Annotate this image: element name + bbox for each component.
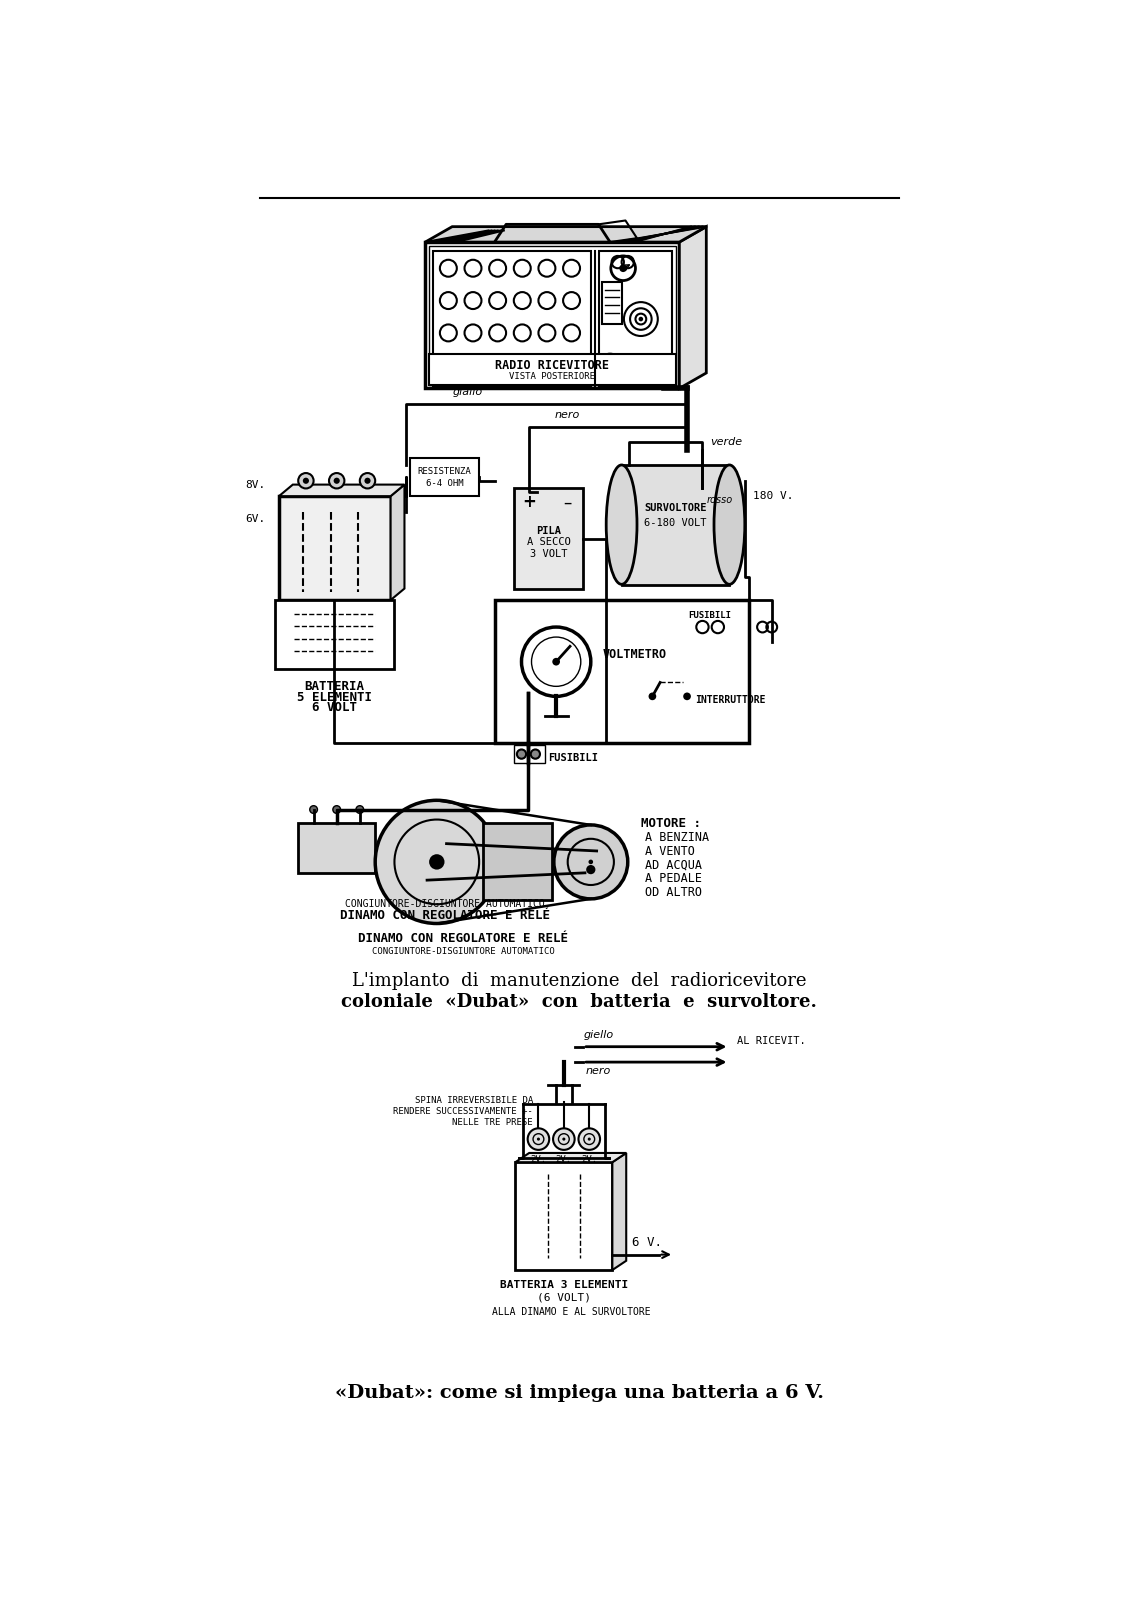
Text: CONGIUNTORE-DISGIUNTORE AUTOMATICO: CONGIUNTORE-DISGIUNTORE AUTOMATICO bbox=[345, 899, 544, 909]
Text: CONGIUNTORE-DISGIUNTORE AUTOMATICO: CONGIUNTORE-DISGIUNTORE AUTOMATICO bbox=[372, 947, 554, 955]
Text: nero: nero bbox=[586, 1066, 611, 1077]
Text: 2V.: 2V. bbox=[555, 1155, 572, 1163]
Circle shape bbox=[310, 806, 318, 813]
Text: RENDERE SUCCESSIVAMENTE +-: RENDERE SUCCESSIVAMENTE +- bbox=[394, 1107, 533, 1115]
Text: NELLE TRE PRESE: NELLE TRE PRESE bbox=[452, 1118, 533, 1126]
Polygon shape bbox=[429, 354, 675, 384]
Circle shape bbox=[364, 478, 371, 483]
Circle shape bbox=[554, 826, 628, 899]
Text: ALLA DINAMO E AL SURVOLTORE: ALLA DINAMO E AL SURVOLTORE bbox=[492, 1307, 650, 1317]
Circle shape bbox=[517, 749, 526, 758]
Circle shape bbox=[360, 474, 375, 488]
Polygon shape bbox=[483, 824, 552, 901]
Text: rosso: rosso bbox=[706, 494, 733, 506]
Circle shape bbox=[303, 478, 309, 483]
Text: BATTERIA 3 ELEMENTI: BATTERIA 3 ELEMENTI bbox=[500, 1280, 628, 1290]
Circle shape bbox=[530, 749, 539, 758]
Polygon shape bbox=[425, 227, 706, 242]
Polygon shape bbox=[516, 1162, 612, 1270]
Text: A BENZINA: A BENZINA bbox=[645, 830, 709, 843]
Text: AL RICEVIT.: AL RICEVIT. bbox=[737, 1035, 806, 1045]
Text: +: + bbox=[523, 493, 536, 512]
Circle shape bbox=[356, 806, 364, 813]
Circle shape bbox=[552, 658, 560, 666]
Circle shape bbox=[375, 800, 499, 923]
Polygon shape bbox=[279, 496, 390, 600]
Text: DINAMO CON REGOLATORE E RELÉ: DINAMO CON REGOLATORE E RELÉ bbox=[339, 909, 550, 922]
Circle shape bbox=[537, 1138, 539, 1141]
Text: FUSIBILI: FUSIBILI bbox=[689, 611, 732, 619]
Polygon shape bbox=[680, 227, 706, 389]
Circle shape bbox=[334, 478, 339, 483]
Polygon shape bbox=[299, 824, 375, 874]
Text: giallo: giallo bbox=[452, 387, 483, 397]
Text: A PEDALE: A PEDALE bbox=[645, 872, 701, 885]
Circle shape bbox=[429, 854, 444, 870]
Text: BATTERIA: BATTERIA bbox=[304, 680, 364, 693]
Circle shape bbox=[299, 474, 313, 488]
Circle shape bbox=[521, 627, 590, 696]
Circle shape bbox=[586, 866, 595, 874]
Text: 6 VOLT: 6 VOLT bbox=[312, 701, 357, 714]
Text: RADIO RICEVITORE: RADIO RICEVITORE bbox=[495, 358, 610, 371]
Text: «Dubat»: come si impiega una batteria a 6 V.: «Dubat»: come si impiega una batteria a … bbox=[335, 1384, 823, 1402]
Text: PILA: PILA bbox=[536, 526, 561, 536]
Polygon shape bbox=[516, 1154, 627, 1162]
Text: MOTORE :: MOTORE : bbox=[641, 818, 701, 830]
Text: A SECCO: A SECCO bbox=[527, 538, 570, 547]
Text: (6 VOLT): (6 VOLT) bbox=[537, 1293, 590, 1302]
Polygon shape bbox=[513, 488, 584, 589]
Text: 2V.: 2V. bbox=[530, 1155, 546, 1163]
Polygon shape bbox=[279, 485, 405, 496]
Text: 6-4 OHM: 6-4 OHM bbox=[425, 478, 464, 488]
Text: –: – bbox=[563, 493, 572, 512]
Text: FUSIBILI: FUSIBILI bbox=[549, 754, 598, 763]
Text: 6-180 VOLT: 6-180 VOLT bbox=[645, 518, 707, 528]
Text: 5 ELEMENTI: 5 ELEMENTI bbox=[297, 691, 372, 704]
Circle shape bbox=[333, 806, 340, 813]
Polygon shape bbox=[275, 600, 395, 669]
Text: 180 V.: 180 V. bbox=[752, 491, 793, 501]
Text: SPINA IRREVERSIBILE DA: SPINA IRREVERSIBILE DA bbox=[415, 1096, 533, 1106]
Circle shape bbox=[683, 693, 691, 701]
Circle shape bbox=[648, 693, 656, 701]
Circle shape bbox=[329, 474, 345, 488]
Circle shape bbox=[528, 1128, 550, 1150]
Text: 3 VOLT: 3 VOLT bbox=[529, 549, 568, 558]
Text: 2V.: 2V. bbox=[581, 1155, 597, 1163]
Text: coloniale  «Dubat»  con  batteria  e  survoltore.: coloniale «Dubat» con batteria e survolt… bbox=[342, 994, 818, 1011]
Text: INTERRUTTORE: INTERRUTTORE bbox=[694, 694, 766, 706]
Text: VOLTMETRO: VOLTMETRO bbox=[603, 648, 666, 661]
Text: OD ALTRO: OD ALTRO bbox=[645, 886, 701, 899]
Ellipse shape bbox=[714, 466, 745, 584]
Circle shape bbox=[553, 1128, 575, 1150]
Polygon shape bbox=[612, 1154, 627, 1270]
Text: giello: giello bbox=[584, 1030, 613, 1040]
Text: VISTA POSTERIORE: VISTA POSTERIORE bbox=[509, 373, 595, 381]
Text: DINAMO CON REGOLATORE E RELÉ: DINAMO CON REGOLATORE E RELÉ bbox=[359, 933, 568, 946]
Text: 6V.: 6V. bbox=[244, 514, 265, 525]
Text: L'implanto  di  manutenzione  del  radioricevitore: L'implanto di manutenzione del radiorice… bbox=[352, 973, 806, 990]
Text: 6 V.: 6 V. bbox=[632, 1235, 662, 1248]
Text: A VENTO: A VENTO bbox=[645, 845, 694, 858]
Text: RESISTENZA: RESISTENZA bbox=[417, 467, 472, 477]
Text: AD ACQUA: AD ACQUA bbox=[645, 859, 701, 872]
Polygon shape bbox=[390, 485, 405, 600]
Text: 8V.: 8V. bbox=[244, 480, 265, 490]
Polygon shape bbox=[622, 466, 729, 584]
Circle shape bbox=[620, 264, 627, 272]
Circle shape bbox=[588, 859, 593, 864]
Polygon shape bbox=[425, 242, 680, 389]
Circle shape bbox=[639, 317, 644, 322]
Circle shape bbox=[578, 1128, 601, 1150]
Circle shape bbox=[562, 1138, 566, 1141]
Text: SURVOLTORE: SURVOLTORE bbox=[645, 502, 707, 512]
Circle shape bbox=[606, 358, 614, 366]
Ellipse shape bbox=[606, 466, 637, 584]
Circle shape bbox=[588, 1138, 590, 1141]
Text: nero: nero bbox=[555, 410, 580, 421]
Text: verde: verde bbox=[710, 437, 742, 448]
